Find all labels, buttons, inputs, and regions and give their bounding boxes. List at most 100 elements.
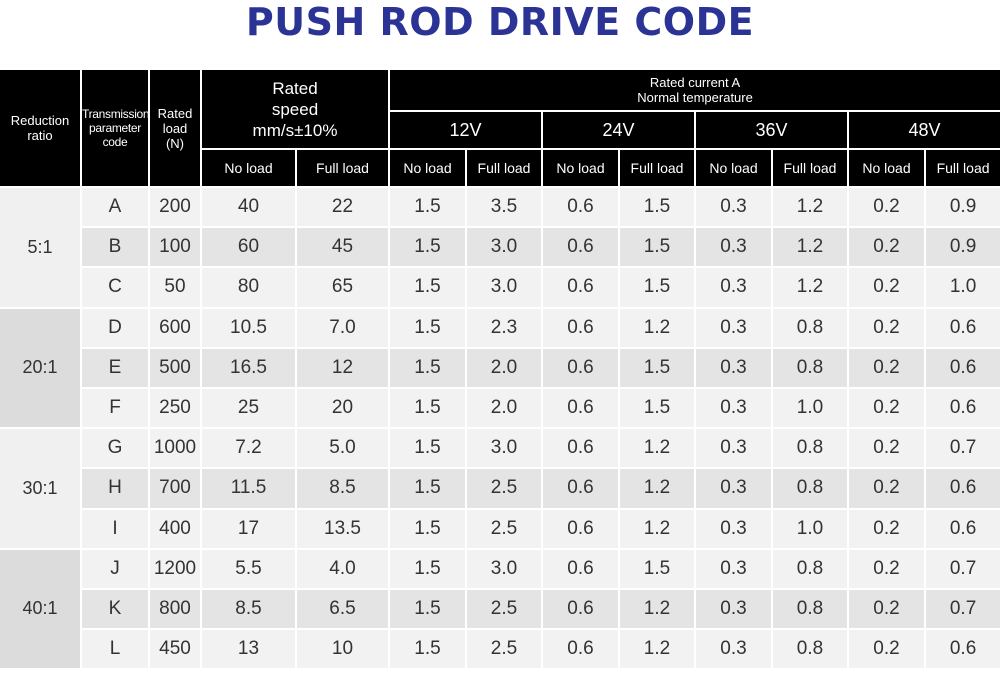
current-no-load-cell: 0.2 [849,469,926,510]
table-body: 5:1 A 200 40 22 1.5 3.5 0.6 1.5 0.3 1.2 0.2 0.9 B 100 6… [0,188,1000,671]
current-full-load-cell: 1.2 [620,630,696,671]
rated-load-cell: 200 [150,188,202,229]
current-no-load-cell: 0.2 [849,429,926,470]
current-no-load-cell: 0.6 [543,188,620,229]
current-full-load-cell: 0.6 [926,388,1000,430]
table-row: L 450 13 10 1.5 2.5 0.6 1.2 0.3 0.8 0.2 0.6 [0,630,1000,671]
current-no-load-cell: 0.3 [696,228,773,269]
current-no-load-cell: 1.5 [390,308,467,349]
current-full-load-cell: 3.0 [467,549,543,590]
code-cell: G [82,429,150,470]
code-cell: A [82,188,150,229]
code-cell: F [82,388,150,430]
speed-no-load-cell: 17 [202,509,297,550]
current-full-load-cell: 1.2 [620,308,696,349]
speed-full-load-cell: 6.5 [297,589,390,631]
current-no-load-cell: 0.6 [543,509,620,550]
current-no-load-cell: 0.6 [543,549,620,590]
current-full-load-cell: 0.8 [773,429,849,470]
code-cell: C [82,268,150,309]
current-no-load-cell: 0.3 [696,388,773,430]
current-full-load-cell: 1.0 [926,268,1000,309]
speed-full-load-cell: 12 [297,348,390,389]
current-full-load-cell: 1.5 [620,228,696,269]
current-no-load-cell: 1.5 [390,469,467,510]
header-rated-current-line1: Rated current A [649,75,741,90]
table-header: Reduction ratio Transmission parameter c… [0,70,1000,188]
current-full-load-cell: 3.0 [467,429,543,470]
code-cell: K [82,589,150,631]
rated-load-cell: 500 [150,348,202,389]
speed-no-load-cell: 16.5 [202,348,297,389]
table-row: B 100 60 45 1.5 3.0 0.6 1.5 0.3 1.2 0.2 0.9 [0,228,1000,269]
header-voltage: 36V [696,112,849,150]
drive-code-table: Reduction ratio Transmission parameter c… [0,70,1000,671]
current-full-load-cell: 0.7 [926,589,1000,631]
header-voltage: 48V [849,112,1000,150]
header-full-load: Full load [297,150,390,188]
speed-full-load-cell: 22 [297,188,390,229]
table-row: E 500 16.5 12 1.5 2.0 0.6 1.5 0.3 0.8 0.2 0.6 [0,348,1000,389]
table-row: I 400 17 13.5 1.5 2.5 0.6 1.2 0.3 1.0 0.2 0.6 [0,509,1000,550]
header-voltage: 12V [390,112,543,150]
current-no-load-cell: 0.2 [849,509,926,550]
current-no-load-cell: 0.3 [696,630,773,671]
current-no-load-cell: 0.6 [543,348,620,389]
table-row: 5:1 A 200 40 22 1.5 3.5 0.6 1.5 0.3 1.2 0.2 0.9 [0,188,1000,309]
table-row: K 800 8.5 6.5 1.5 2.5 0.6 1.2 0.3 0.8 0.2 0.7 [0,589,1000,631]
code-cell: H [82,469,150,510]
header-rated-load: Rated load (N) [150,70,202,188]
rated-load-cell: 600 [150,308,202,349]
current-full-load-cell: 2.5 [467,469,543,510]
current-no-load-cell: 0.2 [849,549,926,590]
current-no-load-cell: 1.5 [390,549,467,590]
speed-full-load-cell: 5.0 [297,429,390,470]
current-full-load-cell: 1.5 [620,549,696,590]
current-full-load-cell: 0.6 [926,630,1000,671]
current-full-load-cell: 0.9 [926,188,1000,229]
rated-load-cell: 1000 [150,429,202,470]
code-cell: E [82,348,150,389]
table-row: C 50 80 65 1.5 3.0 0.6 1.5 0.3 1.2 0.2 1.0 [0,268,1000,309]
header-transmission-code: Transmission parameter code [82,70,150,188]
rated-load-cell: 50 [150,268,202,309]
speed-no-load-cell: 5.5 [202,549,297,590]
header-full-load: Full load [773,150,849,188]
rated-load-cell: 1200 [150,549,202,590]
reduction-ratio-cell: 30:1 [0,429,82,550]
code-cell: B [82,228,150,269]
current-full-load-cell: 1.0 [773,388,849,430]
speed-full-load-cell: 13.5 [297,509,390,550]
current-no-load-cell: 0.6 [543,429,620,470]
rated-load-cell: 100 [150,228,202,269]
current-full-load-cell: 3.5 [467,188,543,229]
current-full-load-cell: 1.2 [620,589,696,631]
current-no-load-cell: 0.6 [543,630,620,671]
speed-no-load-cell: 11.5 [202,469,297,510]
current-full-load-cell: 1.2 [620,509,696,550]
header-rated-current-line2: Normal temperature [637,90,753,105]
current-full-load-cell: 0.8 [773,308,849,349]
page-title: PUSH ROD DRIVE CODE [245,0,755,44]
current-no-load-cell: 1.5 [390,348,467,389]
rated-load-cell: 450 [150,630,202,671]
current-full-load-cell: 0.8 [773,549,849,590]
rated-load-cell: 700 [150,469,202,510]
current-no-load-cell: 0.6 [543,268,620,309]
speed-no-load-cell: 25 [202,388,297,430]
header-voltage: 24V [543,112,696,150]
rated-load-cell: 400 [150,509,202,550]
speed-no-load-cell: 80 [202,268,297,309]
table-row: H 700 11.5 8.5 1.5 2.5 0.6 1.2 0.3 0.8 0.2 0.6 [0,469,1000,510]
current-no-load-cell: 0.3 [696,509,773,550]
current-no-load-cell: 0.2 [849,388,926,430]
speed-no-load-cell: 40 [202,188,297,229]
current-full-load-cell: 0.6 [926,509,1000,550]
header-no-load: No load [390,150,467,188]
header-rated-current: Rated current A Normal temperature [390,70,1000,112]
current-no-load-cell: 0.2 [849,228,926,269]
speed-full-load-cell: 65 [297,268,390,309]
speed-full-load-cell: 7.0 [297,308,390,349]
current-no-load-cell: 1.5 [390,429,467,470]
current-full-load-cell: 0.6 [926,308,1000,349]
